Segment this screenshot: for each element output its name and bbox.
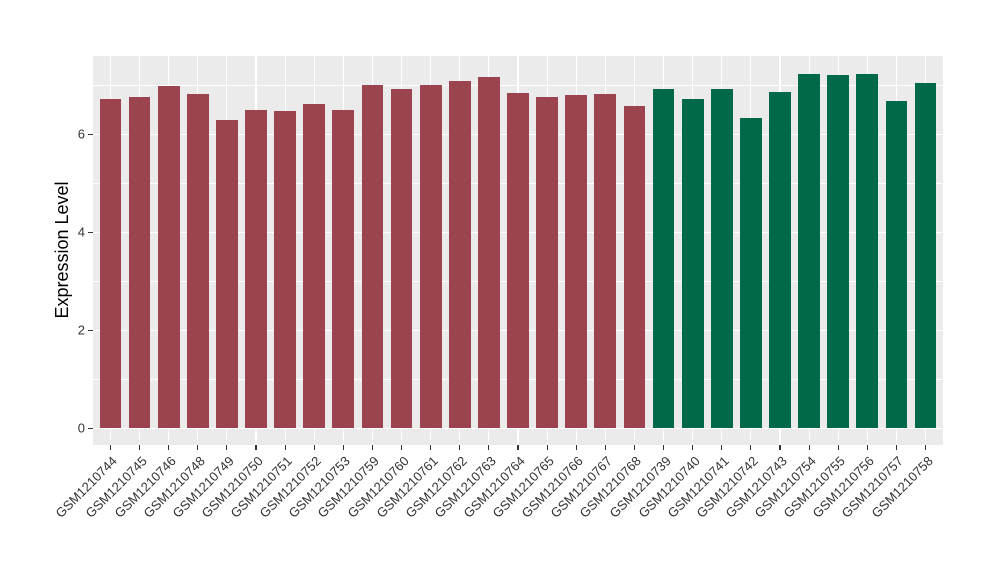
bar-GSM1210757	[885, 101, 908, 429]
bar-GSM1210749	[215, 119, 238, 429]
x-tick-mark	[633, 445, 636, 450]
x-tick-mark	[197, 445, 199, 450]
x-tick-mark	[604, 445, 606, 450]
x-tick-mark	[371, 445, 374, 450]
bar-GSM1210741	[710, 88, 733, 429]
bar-GSM1210740	[681, 99, 704, 429]
x-tick-mark	[109, 445, 112, 450]
bar-GSM1210742	[739, 117, 762, 429]
y-axis-title: Expression Level	[52, 181, 72, 319]
bar-GSM1210759	[361, 85, 384, 429]
bar-GSM1210746	[157, 85, 180, 429]
x-tick-mark	[168, 445, 170, 450]
bar-GSM1210754	[798, 74, 820, 429]
bar-GSM1210768	[623, 105, 646, 429]
x-tick-mark	[226, 445, 228, 450]
bar-GSM1210750	[245, 109, 267, 429]
bar-GSM1210761	[419, 84, 442, 429]
bar-GSM1210743	[769, 91, 791, 429]
x-tick-mark	[721, 445, 723, 450]
x-tick-mark	[575, 445, 577, 450]
x-tick-mark	[692, 445, 694, 450]
bar-GSM1210766	[565, 95, 588, 429]
x-tick-mark	[662, 445, 665, 450]
y-tick-label: 4	[77, 224, 85, 240]
x-tick-mark	[808, 445, 810, 450]
x-tick-mark	[924, 445, 927, 450]
bar-GSM1210751	[274, 110, 297, 429]
bar-GSM1210765	[536, 96, 559, 429]
x-tick-mark	[313, 445, 315, 450]
bar-GSM1210756	[856, 74, 879, 429]
y-tick-label: 6	[77, 126, 85, 142]
x-tick-mark	[400, 445, 403, 450]
x-tick-mark	[546, 445, 548, 450]
bar-GSM1210745	[128, 97, 151, 429]
x-tick-mark	[517, 445, 519, 450]
bar-GSM1210739	[652, 88, 675, 429]
y-tick-label: 0	[77, 420, 85, 436]
x-tick-mark	[459, 445, 461, 450]
x-tick-mark	[750, 445, 752, 450]
x-tick-mark	[284, 445, 286, 450]
x-tick-mark	[342, 445, 344, 450]
bar-GSM1210755	[827, 75, 850, 429]
bar-GSM1210744	[99, 99, 122, 429]
bar-GSM1210748	[186, 93, 209, 429]
plot-panel	[93, 56, 943, 445]
bar-GSM1210760	[390, 88, 413, 429]
x-tick-mark	[895, 445, 897, 450]
bar-GSM1210753	[332, 109, 355, 429]
bar-GSM1210763	[477, 77, 500, 429]
bar-GSM1210762	[448, 81, 471, 429]
bar-GSM1210764	[507, 92, 529, 429]
x-tick-mark	[255, 445, 257, 450]
y-tick-mark	[88, 427, 93, 429]
bar-GSM1210758	[914, 82, 937, 429]
x-tick-mark	[488, 445, 490, 450]
bar-GSM1210767	[594, 93, 617, 429]
y-tick-label: 2	[77, 322, 85, 338]
x-tick-mark	[866, 445, 868, 450]
y-tick-mark	[88, 133, 93, 135]
y-tick-mark	[88, 231, 93, 233]
x-tick-mark	[779, 445, 781, 450]
x-tick-mark	[430, 445, 432, 450]
x-tick-mark	[837, 445, 839, 450]
bar-GSM1210752	[303, 104, 326, 429]
y-tick-mark	[88, 329, 93, 331]
x-tick-mark	[138, 445, 141, 450]
